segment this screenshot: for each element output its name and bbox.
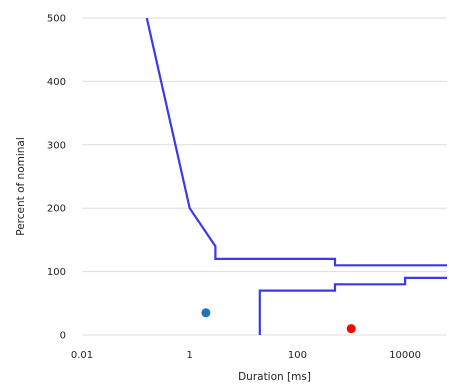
x-tick-label: 1 [187,350,193,361]
y-tick-label: 0 [60,331,66,342]
x-axis-title: Duration [ms] [238,371,311,383]
y-tick-label: 500 [47,14,66,25]
y-axis-title: Percent of nominal [15,137,27,236]
y-axis-ticks: 0 100 200 300 400 500 [47,14,66,342]
series-group [145,17,447,335]
series-line-2 [258,276,447,335]
y-tick-label: 200 [47,204,66,215]
x-axis-ticks: 0.01 1 100 10000 [71,350,421,361]
y-tick-label: 400 [47,77,66,88]
x-tick-label: 0.01 [71,350,93,361]
x-tick-label: 100 [288,350,307,361]
series-line-1 [145,17,447,267]
y-tick-label: 100 [47,267,66,278]
data-point-1 [201,308,211,318]
y-tick-label: 300 [47,140,66,151]
data-point-2 [346,324,356,334]
x-tick-label: 10000 [389,350,421,361]
points-group [201,308,356,334]
grid-lines [82,17,447,336]
